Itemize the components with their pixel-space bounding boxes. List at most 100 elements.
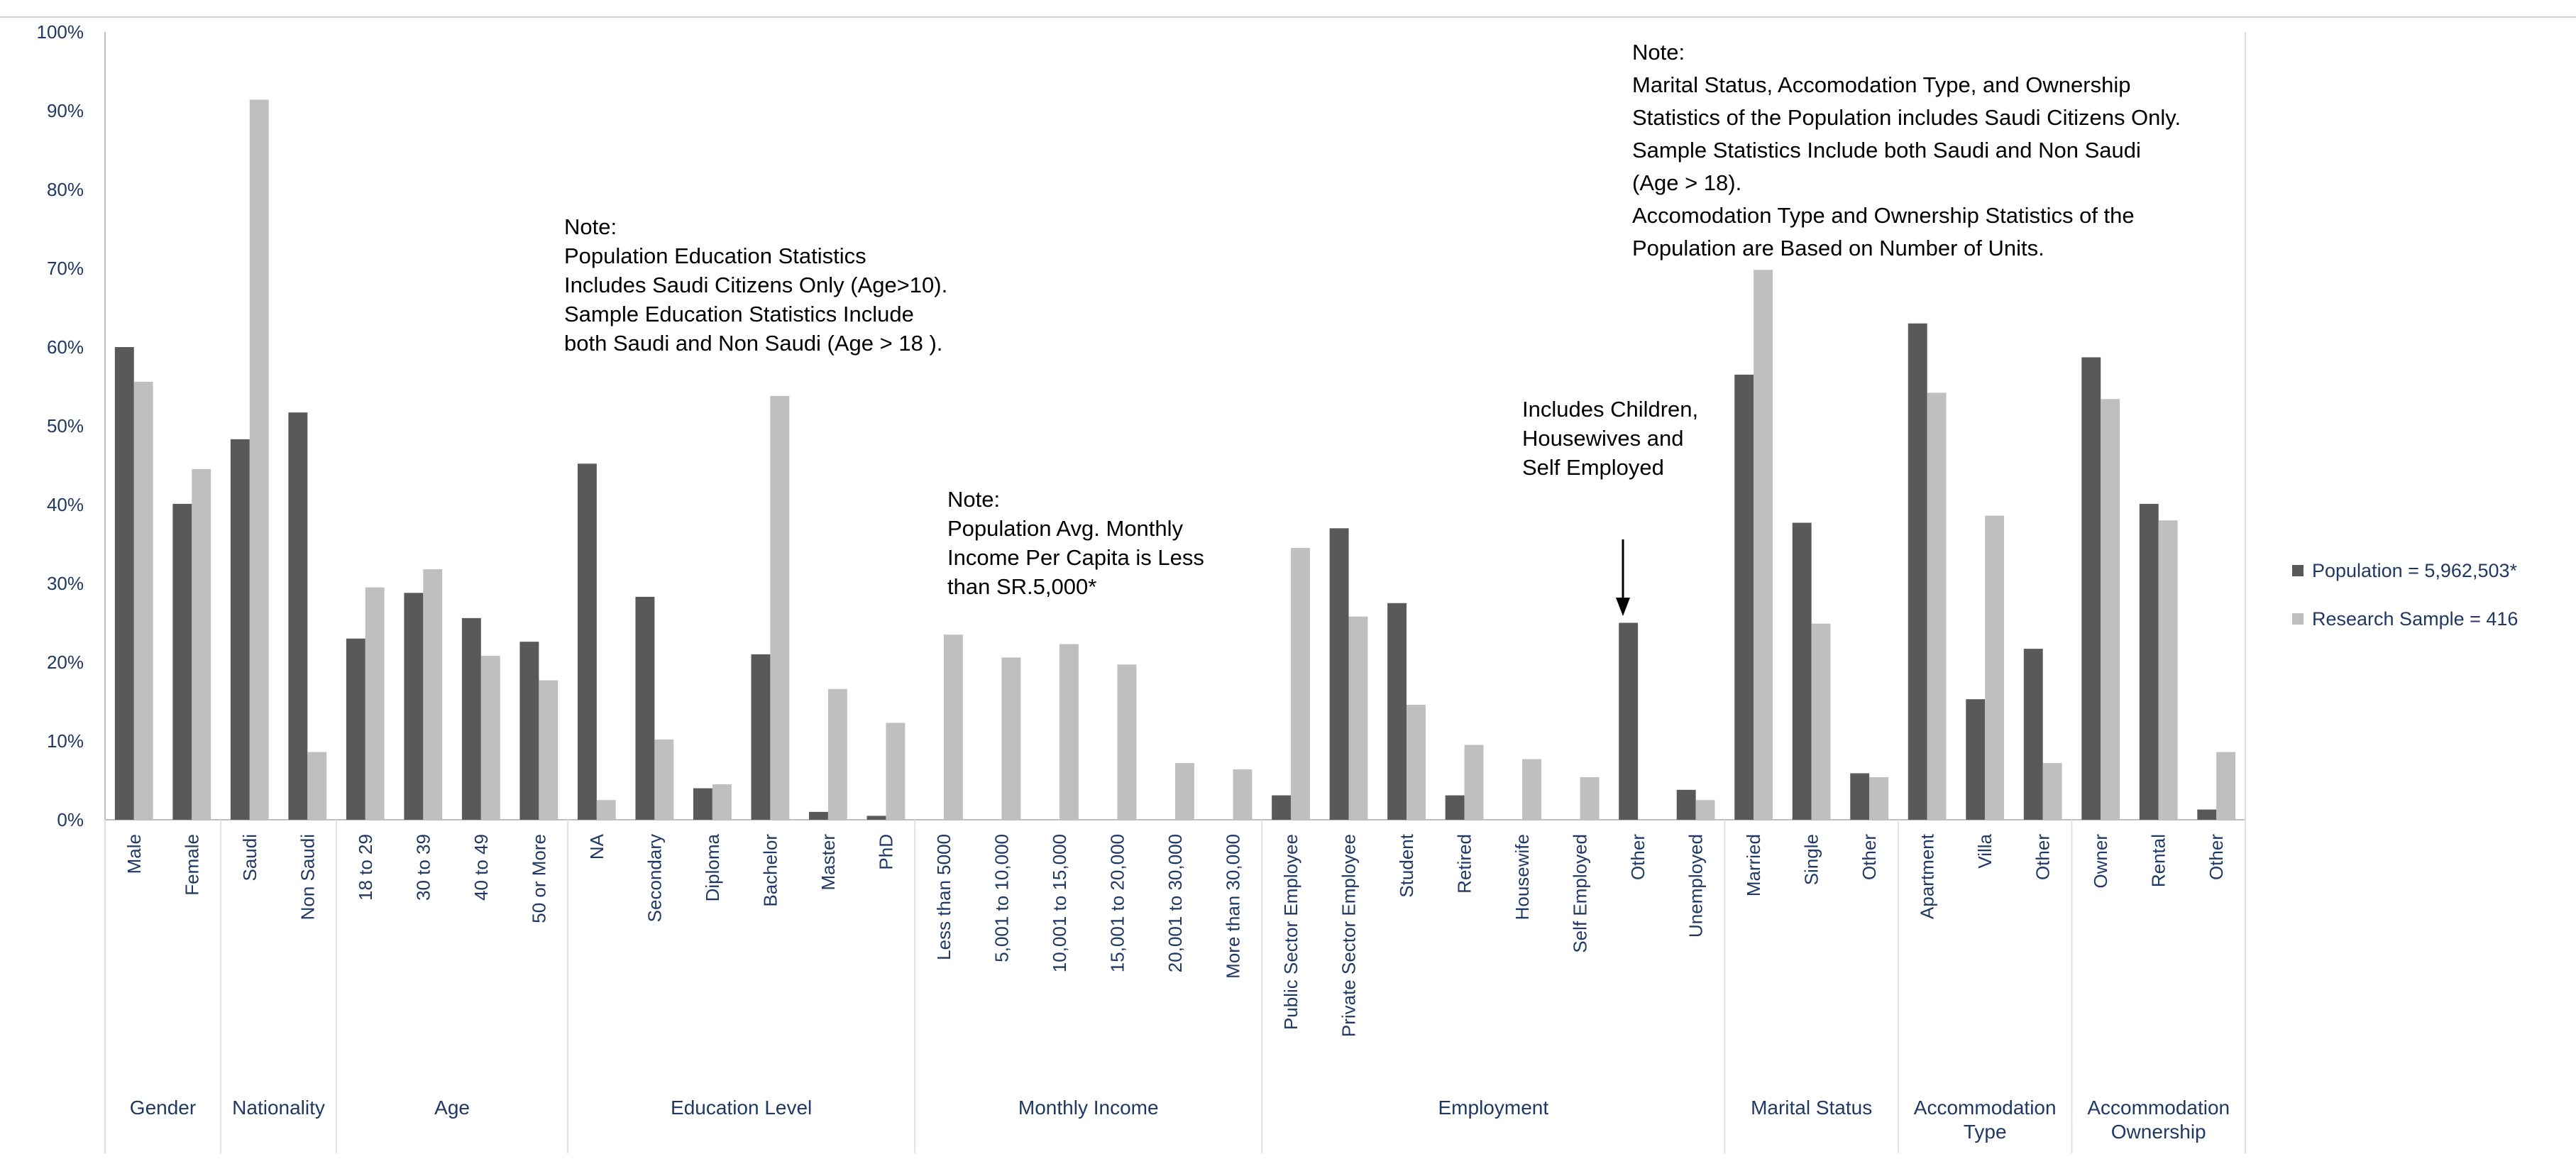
- bar-sample: [2158, 520, 2178, 820]
- category-label: Bachelor: [759, 834, 781, 907]
- group-label: Employment: [1438, 1097, 1549, 1119]
- group-label: Accommodation: [1914, 1097, 2057, 1119]
- group-label: Marital Status: [1751, 1097, 1872, 1119]
- bar-population: [172, 503, 192, 820]
- note-arrow-head: [1616, 598, 1630, 616]
- bar-sample: [1464, 745, 1484, 820]
- group-label: Gender: [130, 1097, 196, 1119]
- note-marital-line: Statistics of the Population includes Sa…: [1632, 105, 2181, 130]
- bar-population: [288, 412, 308, 820]
- category-label: PhD: [875, 834, 896, 870]
- bar-population: [461, 617, 481, 820]
- bar-sample: [480, 656, 500, 820]
- category-label: Private Sector Employee: [1338, 834, 1360, 1037]
- note-marital-line: Sample Statistics Include both Saudi and…: [1632, 138, 2141, 163]
- bar-sample: [712, 784, 732, 820]
- note-education-line: Includes Saudi Citizens Only (Age>10).: [564, 273, 947, 297]
- y-tick-label: 80%: [47, 179, 84, 200]
- note-education-line: Sample Education Statistics Include: [564, 302, 914, 326]
- note-income-line: than SR.5,000*: [947, 574, 1096, 599]
- y-tick-label: 50%: [47, 415, 84, 436]
- bar-population: [751, 654, 771, 820]
- bar-population: [693, 788, 712, 820]
- bar-population: [866, 816, 886, 820]
- bar-sample: [1001, 657, 1021, 820]
- category-label: Other: [1627, 834, 1648, 880]
- category-label: Owner: [2090, 834, 2111, 889]
- legend-sample-swatch: [2292, 613, 2303, 625]
- y-tick-label: 70%: [47, 258, 84, 279]
- note-marital-line: Accomodation Type and Ownership Statisti…: [1632, 203, 2135, 228]
- category-label: More than 30,000: [1223, 834, 1244, 979]
- group-label: Nationality: [232, 1097, 325, 1119]
- note-income-line: Note:: [947, 487, 1000, 512]
- bar-sample: [886, 723, 906, 820]
- category-label: Housewife: [1512, 834, 1533, 920]
- bar-population: [635, 596, 655, 820]
- category-label: 30 to 39: [412, 834, 434, 901]
- category-label: 18 to 29: [355, 834, 376, 901]
- bar-sample: [770, 395, 790, 820]
- y-tick-label: 20%: [47, 652, 84, 673]
- category-label: Apartment: [1917, 833, 1938, 919]
- bar-population: [1272, 795, 1292, 820]
- bar-sample: [423, 569, 443, 820]
- y-tick-label: 40%: [47, 494, 84, 515]
- category-label: Unemployed: [1685, 834, 1707, 938]
- bar-population: [1850, 773, 1870, 820]
- y-tick-label: 30%: [47, 573, 84, 594]
- bar-population: [346, 638, 365, 820]
- bar-population: [1329, 528, 1349, 820]
- category-label: 15,001 to 20,000: [1106, 834, 1128, 972]
- bar-sample: [1407, 704, 1426, 820]
- y-tick-label: 0%: [57, 809, 84, 830]
- y-tick-label: 60%: [47, 336, 84, 358]
- category-label: Female: [181, 834, 202, 896]
- legend-population-label: Population = 5,962,503*: [2312, 560, 2517, 581]
- bar-population: [2023, 649, 2043, 820]
- category-label: 10,001 to 15,000: [1049, 834, 1070, 972]
- note-marital-line: (Age > 18).: [1632, 170, 1741, 195]
- note-education-line: Population Education Statistics: [564, 243, 866, 268]
- bar-population: [1908, 323, 1927, 820]
- category-label: Married: [1743, 834, 1764, 896]
- group-label: Type: [1964, 1121, 2007, 1143]
- note-education-line: both Saudi and Non Saudi (Age > 18 ).: [564, 331, 942, 356]
- category-label: 20,001 to 30,000: [1165, 834, 1186, 972]
- bar-sample: [539, 680, 558, 820]
- group-label: Ownership: [2111, 1121, 2206, 1143]
- legend-sample-label: Research Sample = 416: [2312, 608, 2518, 630]
- category-label: Other: [2206, 834, 2227, 880]
- bar-population: [1676, 789, 1696, 820]
- bar-sample: [943, 635, 963, 820]
- note-other-line: Housewives and: [1522, 426, 1683, 451]
- category-label: Public Sector Employee: [1280, 834, 1301, 1030]
- bar-sample: [1869, 777, 1889, 820]
- note-marital-line: Marital Status, Accomodation Type, and O…: [1632, 72, 2130, 97]
- category-label: Master: [818, 834, 839, 891]
- note-marital-line: Population are Based on Number of Units.: [1632, 236, 2044, 260]
- bar-sample: [1580, 777, 1600, 820]
- bar-sample: [1117, 664, 1137, 820]
- bar-sample: [2042, 763, 2062, 820]
- bar-population: [404, 593, 424, 820]
- bar-sample: [1059, 644, 1079, 820]
- group-label: Monthly Income: [1018, 1097, 1159, 1119]
- bar-sample: [827, 688, 847, 820]
- bar-sample: [1811, 623, 1831, 820]
- bar-sample: [133, 381, 153, 820]
- category-label: Student: [1396, 833, 1417, 897]
- bar-population: [2139, 503, 2159, 820]
- bar-sample: [2216, 752, 2236, 820]
- legend-population-swatch: [2292, 565, 2303, 576]
- bar-population: [230, 439, 250, 820]
- category-label: Saudi: [239, 834, 260, 882]
- bar-population: [1445, 795, 1465, 820]
- bar-population: [1734, 374, 1754, 820]
- bar-sample: [1348, 616, 1368, 820]
- bar-population: [2197, 809, 2217, 820]
- bar-population: [809, 811, 828, 820]
- bar-population: [114, 347, 134, 820]
- category-label: Secondary: [644, 834, 665, 922]
- bar-sample: [2101, 399, 2120, 820]
